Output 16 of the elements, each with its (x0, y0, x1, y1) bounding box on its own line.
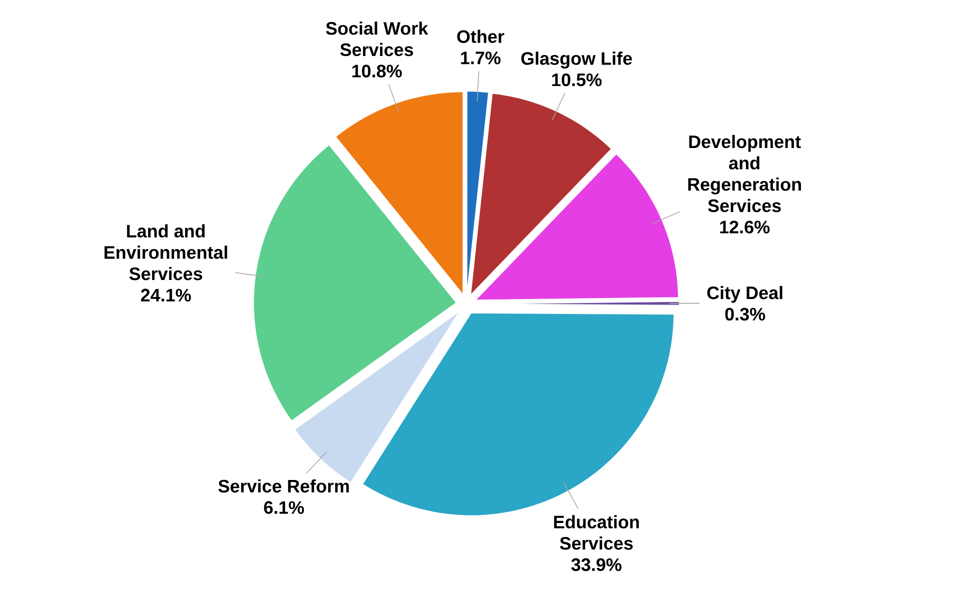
slice-label: Land and Environmental Services (104, 224, 228, 280)
data-label: 12.6% (720, 220, 770, 234)
data-label: 33.9% (571, 558, 622, 572)
slice-label: Education Services (554, 515, 639, 550)
slice-label: Social Work Services (326, 22, 428, 56)
slice-label: City Deal (707, 286, 782, 303)
slice-label: Glasgow Life (521, 52, 632, 68)
slice-label: Development and Regeneration Services (688, 134, 801, 212)
data-label: 10.5% (552, 73, 602, 86)
data-label: 1.7% (461, 52, 500, 64)
slice-label: Service Reform (218, 479, 349, 493)
data-label: 6.1% (264, 501, 304, 514)
slice-label: Other (457, 30, 504, 43)
data-label: 24.1% (140, 288, 191, 302)
data-label: 0.3% (725, 308, 766, 321)
data-label: 10.8% (352, 64, 402, 78)
